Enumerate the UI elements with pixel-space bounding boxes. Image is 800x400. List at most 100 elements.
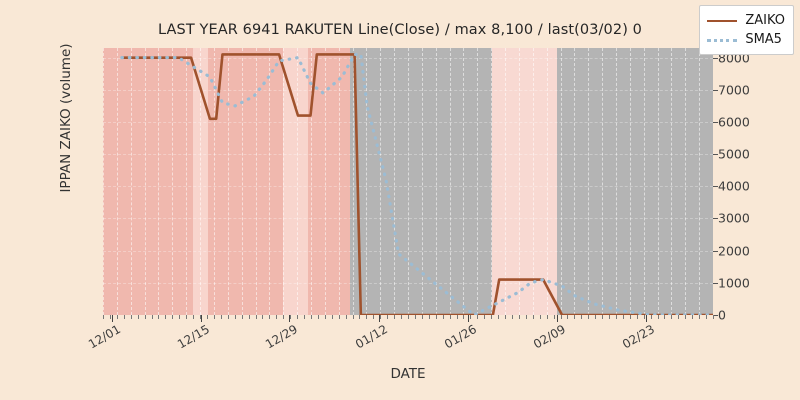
x-tick-minor — [172, 315, 174, 319]
x-tick-minor — [442, 315, 444, 319]
x-tick-label: 01/26 — [441, 322, 479, 352]
x-tick-minor — [498, 315, 500, 319]
x-tick-minor — [602, 315, 604, 319]
chart-title: LAST YEAR 6941 RAKUTEN Line(Close) / max… — [158, 22, 642, 38]
vertical-gridline — [283, 48, 285, 315]
x-tick-minor — [324, 315, 326, 319]
x-tick-minor — [366, 315, 368, 319]
x-tick-minor — [546, 315, 548, 319]
x-tick-label: 01/12 — [352, 322, 390, 352]
vertical-gridline — [255, 48, 258, 315]
vertical-gridline — [200, 48, 202, 315]
vertical-gridline — [310, 48, 313, 315]
x-tick-minor — [186, 315, 188, 319]
x-tick-minor — [179, 315, 181, 319]
x-tick-minor — [511, 315, 513, 319]
x-tick-minor — [151, 315, 153, 319]
x-tick-minor — [664, 315, 666, 319]
x-tick-minor — [609, 315, 611, 319]
horizontal-gridline — [103, 250, 713, 253]
vertical-gridline — [699, 48, 701, 315]
y-tick-label: 2000 — [718, 243, 750, 259]
x-tick-minor — [220, 315, 222, 319]
x-tick-minor — [241, 315, 243, 319]
series-layer — [120, 52, 713, 315]
x-tick-minor — [373, 315, 375, 319]
x-tick-minor — [449, 315, 451, 319]
x-tick-minor — [456, 315, 458, 319]
vertical-gridline — [629, 48, 632, 315]
vertical-gridline — [643, 48, 646, 315]
x-tick-minor — [144, 315, 146, 319]
vertical-gridline — [463, 48, 465, 315]
vertical-gridline — [408, 48, 410, 315]
x-tick-label: 12/29 — [263, 322, 301, 352]
legend-item-sma5[interactable]: SMA5 — [707, 30, 785, 49]
horizontal-gridline — [103, 282, 713, 285]
vertical-gridline — [505, 48, 507, 315]
x-tick-minor — [518, 315, 520, 319]
x-tick-minor — [283, 315, 285, 319]
x-tick-minor — [525, 315, 527, 319]
y-tick-mark — [713, 154, 718, 156]
x-tick-minor — [636, 315, 638, 319]
x-tick-minor — [317, 315, 319, 319]
x-tick-minor — [622, 315, 624, 319]
x-axis-label: DATE — [390, 366, 426, 382]
x-tick-label: 02/23 — [619, 322, 657, 352]
sma5-line-swatch — [707, 34, 738, 46]
x-tick-minor — [428, 315, 430, 319]
x-tick-minor — [699, 315, 701, 319]
vertical-gridline — [366, 48, 368, 315]
vertical-gridline — [435, 48, 438, 315]
x-tick-minor — [255, 315, 257, 319]
x-tick-minor — [539, 315, 541, 319]
vertical-gridline — [685, 48, 687, 315]
legend-item-zaiko[interactable]: ZAIKO — [707, 11, 785, 30]
x-tick-minor — [401, 315, 403, 319]
y-tick-mark — [713, 186, 718, 188]
x-tick-minor — [213, 315, 215, 319]
x-tick-minor — [581, 315, 583, 319]
background-band — [282, 48, 308, 315]
x-tick-major — [289, 315, 291, 322]
y-tick-label: 1000 — [718, 275, 750, 291]
y-tick-mark — [713, 218, 718, 220]
y-tick-mark — [713, 250, 718, 252]
x-tick-minor — [463, 315, 465, 319]
x-tick-minor — [193, 315, 195, 319]
vertical-gridline — [297, 48, 299, 315]
x-tick-minor — [262, 315, 264, 319]
background-band — [307, 48, 351, 315]
background-band — [350, 48, 493, 315]
x-tick-minor — [671, 315, 673, 319]
x-tick-minor — [227, 315, 229, 319]
x-tick-minor — [560, 315, 562, 319]
horizontal-gridline — [103, 154, 713, 156]
x-tick-minor — [595, 315, 597, 319]
x-tick-minor — [685, 315, 687, 319]
y-tick-mark — [713, 57, 718, 59]
x-tick-minor — [276, 315, 278, 319]
x-tick-label: 12/15 — [174, 322, 212, 352]
x-tick-major — [556, 315, 558, 322]
x-tick-minor — [484, 315, 486, 319]
horizontal-gridline — [103, 121, 713, 124]
x-tick-minor — [435, 315, 437, 319]
x-tick-minor — [387, 315, 389, 319]
x-tick-minor — [394, 315, 396, 319]
vertical-gridline — [380, 48, 382, 315]
x-tick-minor — [338, 315, 340, 319]
x-tick-minor — [713, 315, 714, 319]
vertical-gridline — [144, 48, 147, 315]
x-tick-minor — [414, 315, 416, 319]
x-tick-minor — [359, 315, 361, 319]
vertical-gridline — [602, 48, 604, 315]
x-tick-minor — [588, 315, 590, 319]
x-tick-minor — [567, 315, 569, 319]
vertical-gridline — [172, 48, 174, 315]
chart-legend[interactable]: ZAIKO SMA5 — [699, 5, 794, 55]
vertical-gridline — [352, 48, 355, 315]
x-tick-minor — [234, 315, 236, 319]
